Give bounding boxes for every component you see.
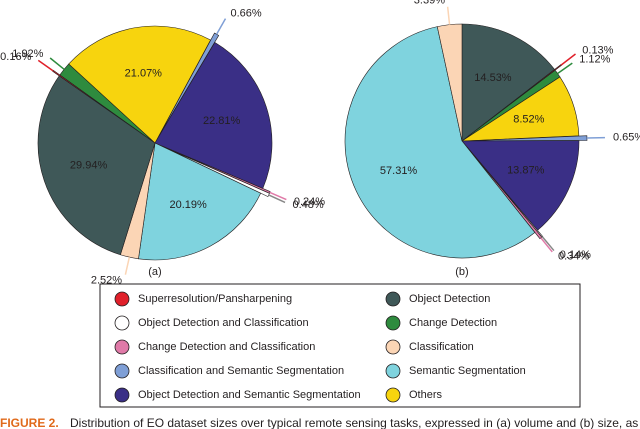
slice-label: 0.34% [558, 250, 589, 262]
slice-label: 29.94% [70, 160, 108, 172]
pie-slice [461, 140, 580, 231]
legend-label: Classification [409, 341, 474, 353]
legend-swatch [385, 339, 401, 355]
legend-swatch [114, 363, 130, 379]
pie-slice [466, 147, 543, 240]
legend-box [99, 283, 581, 408]
leader-line [49, 57, 65, 70]
slice-label: 13.87% [507, 164, 545, 176]
pie-slice [37, 75, 156, 256]
legend-label: Object Detection and Classification [138, 317, 309, 329]
legend-swatch [114, 315, 130, 331]
leader-line [541, 236, 555, 252]
slice-label: 21.07% [125, 68, 163, 80]
caption-label: FIGURE 2. [0, 416, 59, 429]
caption-text: Distribution of EO dataset sizes over ty… [70, 416, 640, 429]
leader-line [557, 62, 573, 75]
slice-label: 0.66% [230, 7, 261, 19]
pie-slice [68, 25, 211, 144]
pie-slice [436, 23, 463, 142]
legend-swatch [114, 291, 130, 307]
pie-slice [158, 32, 220, 137]
pie-slice [138, 142, 262, 261]
slice-label: 0.14% [560, 249, 591, 261]
slice-label: 0.24% [294, 196, 325, 208]
pie-slice [344, 26, 536, 259]
slice-label: 0.13% [582, 44, 613, 56]
slice-label: 3.39% [414, 0, 445, 7]
slice-label: 14.53% [474, 72, 512, 84]
legend-label: Object Detection [409, 293, 490, 305]
leader-line [540, 237, 553, 253]
slice-label: 2.52% [91, 274, 122, 286]
legend-label: Change Detection [409, 317, 497, 329]
legend-label: Change Detection and Classification [138, 341, 315, 353]
legend-swatch [114, 339, 130, 355]
slice-label: 0.48% [293, 199, 324, 211]
slice-label: 0.65% [613, 131, 640, 143]
leader-line [560, 53, 576, 66]
slice-label: 1.92% [12, 48, 43, 60]
slice-label: 22.81% [203, 115, 241, 127]
leader-line [269, 191, 287, 201]
legend-swatch [385, 315, 401, 331]
slice-label: 8.52% [513, 113, 544, 125]
leader-line [446, 6, 451, 25]
leader-line [124, 256, 131, 275]
pie-slice [154, 42, 273, 189]
legend-label: Superresolution/Pansharpening [138, 293, 292, 305]
slice-label: 20.19% [170, 199, 208, 211]
slice-label: 1.12% [579, 54, 610, 66]
pie-slice [461, 23, 556, 142]
slice-label: 57.31% [380, 165, 418, 177]
pie-label: (b) [455, 266, 468, 278]
legend-label: Classification and Semantic Segmentation [138, 365, 344, 377]
legend-swatch [385, 291, 401, 307]
legend-label: Semantic Segmentation [409, 365, 526, 377]
legend-swatch [385, 363, 401, 379]
leader-line [37, 59, 54, 72]
pie-label: (a) [148, 266, 161, 278]
legend-swatch [385, 387, 401, 403]
legend-swatch [114, 387, 130, 403]
legend-label: Object Detection and Semantic Segmentati… [138, 389, 361, 401]
legend-label: Others [409, 389, 443, 401]
leader-line [215, 18, 227, 35]
leader-line [268, 194, 286, 204]
slice-label: 0.16% [0, 51, 31, 63]
